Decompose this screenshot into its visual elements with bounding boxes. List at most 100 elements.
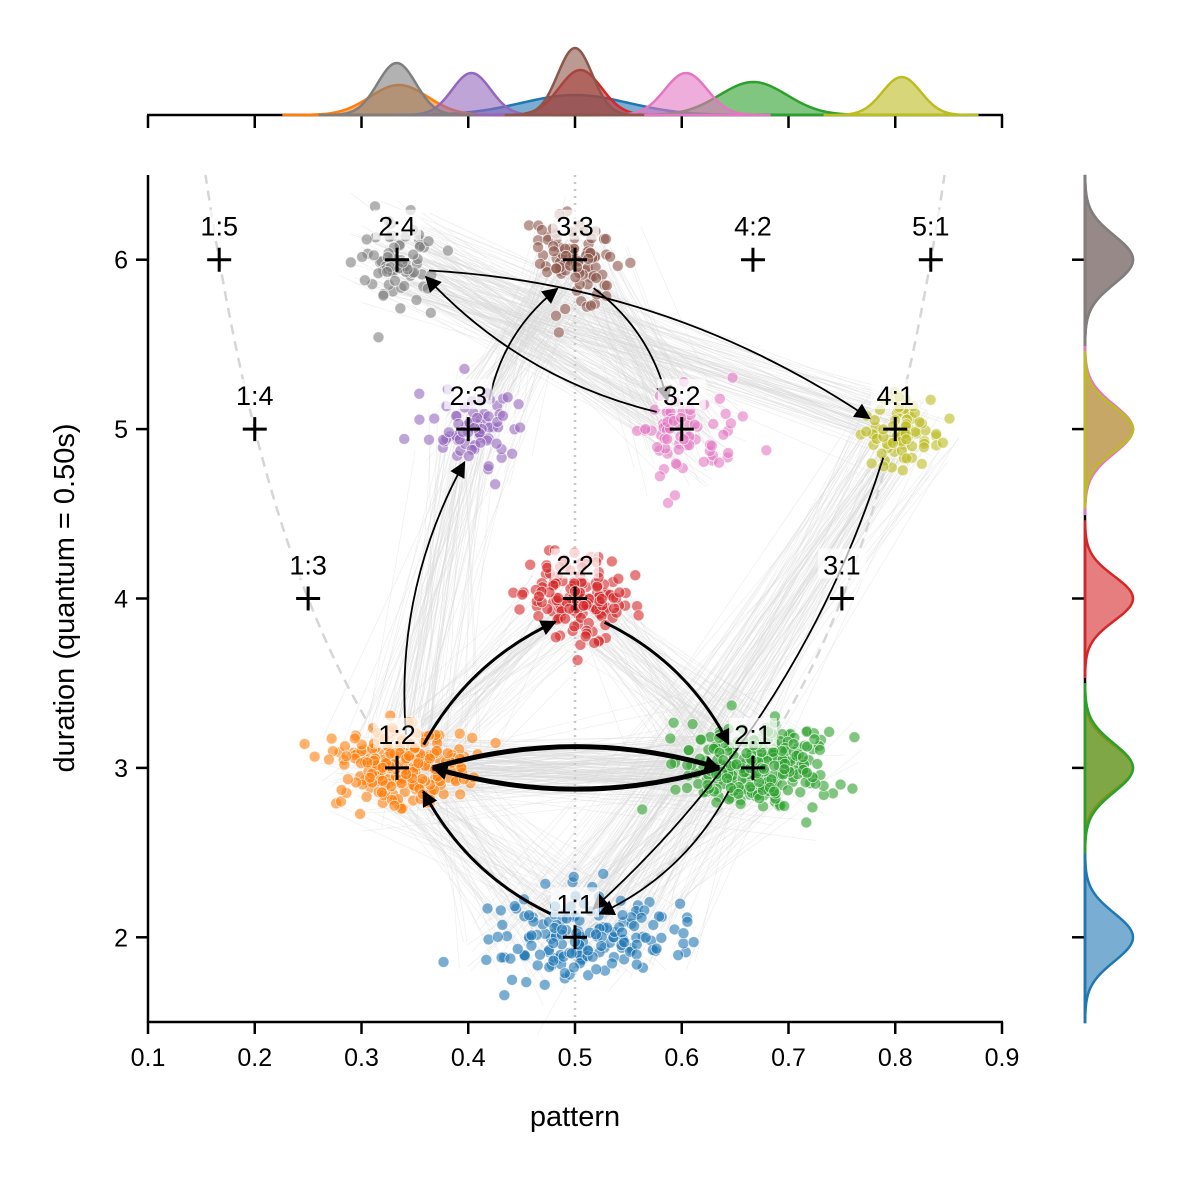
- background-line: [565, 439, 895, 956]
- scatter-point-3-3: [559, 303, 572, 315]
- background-line: [583, 411, 925, 954]
- x-tick-label: 0.5: [558, 1044, 593, 1072]
- background-line: [539, 416, 890, 923]
- scatter-point-4-1: [900, 433, 913, 446]
- ratio-label: 4:2: [734, 212, 772, 242]
- background-line: [590, 624, 695, 765]
- label-background: [906, 209, 955, 240]
- scatter-point-1-2: [354, 808, 366, 820]
- background-line: [423, 420, 476, 738]
- scatter-point-3-2: [639, 423, 652, 435]
- scatter-point-1-2: [489, 737, 502, 749]
- background-line: [536, 418, 906, 928]
- scatter-point-3-2: [670, 457, 682, 470]
- scatter-point-2-1: [695, 733, 707, 746]
- scatter-point-2-2: [568, 620, 581, 633]
- background-line: [533, 439, 860, 923]
- scatter-point-1-1: [437, 956, 450, 968]
- scatter-point-2-4: [360, 233, 373, 246]
- scatter-point-2-2: [574, 638, 587, 651]
- plus-marker-icon: [669, 417, 694, 442]
- right-kde-2-4: [1083, 174, 1135, 346]
- scatter-point-1-1: [672, 949, 685, 962]
- ratio-marker: 2:1: [728, 717, 777, 780]
- scatter-point-1-1: [534, 948, 546, 961]
- scatter-point-2-1: [665, 758, 678, 770]
- scatter-point-4-1: [924, 393, 937, 406]
- scatter-point-1-1: [618, 936, 631, 949]
- scatter-point-1-1: [630, 958, 643, 971]
- scatter-point-4-1: [943, 412, 956, 425]
- scatter-point-3-3: [624, 256, 637, 269]
- scatter-point-2-4: [421, 282, 434, 295]
- scatter-point-2-3: [471, 411, 483, 424]
- y-tick-label: 6: [114, 247, 128, 275]
- background-line: [385, 273, 896, 443]
- background-line: [430, 278, 910, 439]
- background-line: [390, 249, 902, 404]
- background-line: [430, 447, 513, 780]
- scatter-point-1-2: [403, 750, 415, 762]
- background-line: [419, 786, 542, 952]
- background-line: [377, 771, 570, 915]
- background-line: [607, 449, 913, 954]
- background-line: [412, 266, 912, 422]
- scatter-point-2-4: [377, 289, 390, 302]
- scatter-point-1-1: [639, 931, 652, 944]
- background-line: [406, 582, 532, 760]
- scatter-point-3-2: [688, 418, 701, 431]
- scatter-point-4-1: [900, 452, 913, 465]
- transition-arrow-2-4-to-4-1: [428, 269, 871, 420]
- scatter-point-2-1: [730, 758, 743, 771]
- scatter-point-2-1: [732, 787, 745, 800]
- background-line: [538, 425, 907, 953]
- scatter-point-2-2: [549, 631, 562, 644]
- ratio-marker: 1:4: [230, 379, 279, 442]
- scatter-point-2-2: [516, 588, 529, 601]
- background-line: [372, 434, 498, 758]
- scatter-point-1-2: [388, 799, 401, 812]
- scatter-point-2-2: [608, 602, 620, 615]
- background-line: [361, 302, 674, 399]
- y-tick-label: 3: [114, 755, 128, 783]
- scatter-point-1-2: [308, 750, 321, 763]
- scatter-point-2-3: [423, 433, 435, 446]
- scatter-point-1-2: [298, 738, 311, 750]
- scatter-point-2-1: [846, 782, 859, 795]
- scatter-point-1-1: [525, 939, 538, 952]
- scatter-point-1-1: [494, 904, 507, 917]
- label-background: [195, 209, 244, 240]
- background-line: [484, 280, 574, 414]
- scatter-point-2-2: [563, 602, 576, 615]
- x-tick-label: 0.3: [344, 1044, 379, 1072]
- scatter-point-2-2: [588, 637, 601, 649]
- y-tick-label: 2: [114, 924, 128, 952]
- scatter-point-2-1: [801, 766, 813, 779]
- plus-marker-icon: [918, 247, 943, 272]
- background-line: [690, 435, 929, 958]
- background-line: [584, 421, 916, 921]
- scatter-point-3-3: [600, 233, 612, 245]
- scatter-point-2-4: [381, 266, 393, 278]
- scatter-point-1-1: [630, 948, 643, 961]
- scatter-point-2-1: [768, 785, 781, 798]
- transition-arrow-1-2-to-2-3: [403, 460, 466, 735]
- background-line: [479, 450, 888, 931]
- top-kde-3-3: [504, 46, 645, 117]
- scatter-point-2-3: [428, 412, 441, 425]
- ratio-label: 1:3: [289, 551, 327, 581]
- plus-marker-icon: [563, 586, 587, 611]
- background-line: [682, 749, 863, 899]
- scatter-point-2-4: [413, 240, 426, 253]
- scatter-point-1-1: [565, 947, 578, 960]
- ratio-marker: 3:1: [817, 548, 866, 611]
- scatter-point-2-4: [358, 274, 371, 287]
- background-line: [590, 462, 948, 900]
- background-line: [603, 601, 788, 736]
- background-line: [542, 411, 929, 953]
- scatter-point-2-1: [814, 744, 826, 756]
- background-line: [615, 445, 868, 975]
- scatter-point-3-3: [534, 257, 546, 270]
- scatter-point-1-1: [677, 927, 690, 940]
- scatter-point-1-2: [361, 756, 374, 769]
